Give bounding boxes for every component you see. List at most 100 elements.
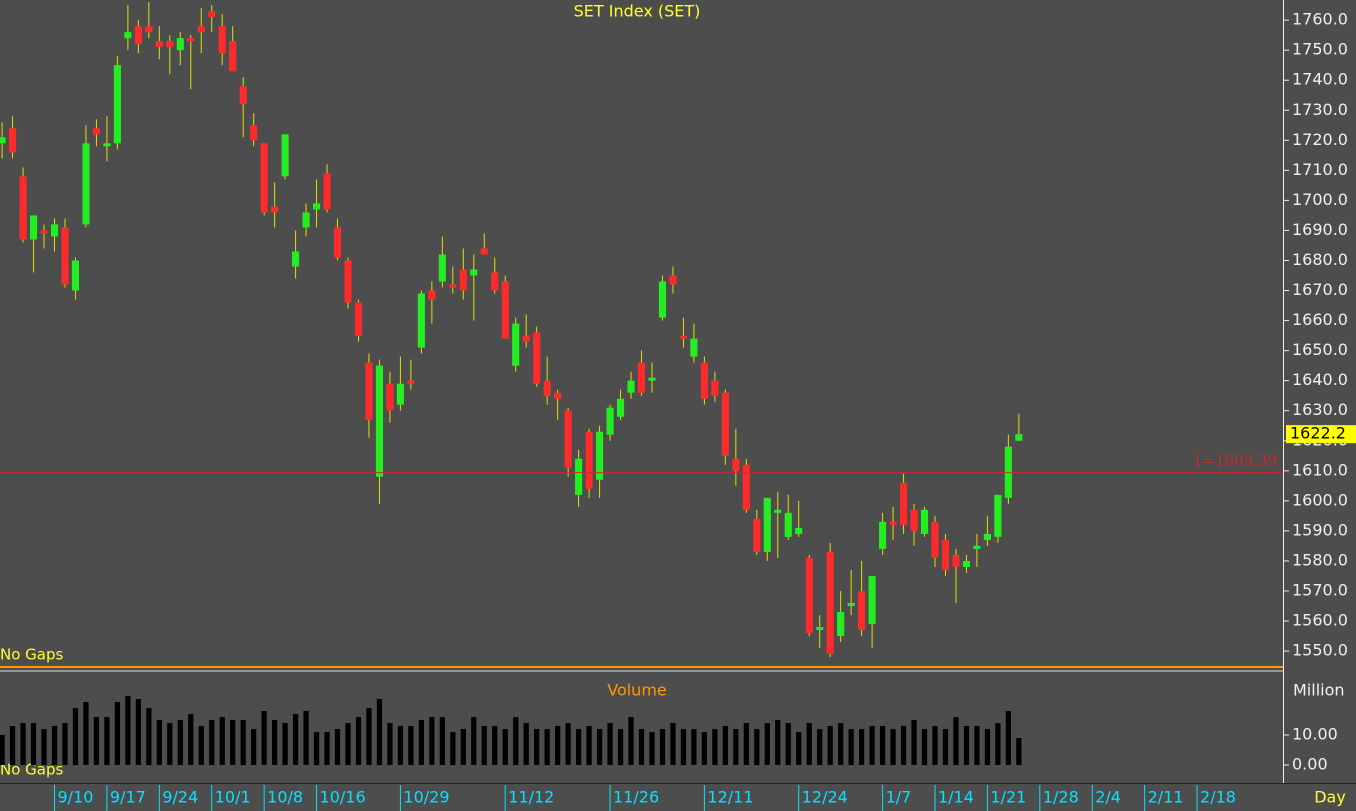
last-price-box [1286,425,1356,444]
y-axis-label: Million [1293,681,1345,700]
candle-body [29,215,38,240]
y-tick-label: 1740.0 [1292,70,1348,89]
volume-bar [921,729,928,766]
volume-bar [261,711,267,766]
candle-body [899,482,908,525]
candle-body [480,248,488,255]
x-tick-label: 9/17 [110,788,146,807]
volume-bar [900,726,907,766]
volume-bar [251,729,257,766]
candle-body [700,362,708,399]
x-tick-label: 1/7 [886,788,912,807]
candle-body [606,407,614,435]
candle-body [365,362,373,420]
y-tick-label: 1580.0 [1292,550,1348,569]
volume-bar [963,726,970,766]
volume-bar [649,732,655,766]
volume-bar [292,714,299,766]
candle-body [889,521,897,525]
volume-bar [869,726,875,766]
volume-bar [859,729,865,766]
volume-bar [879,726,886,766]
y-tick-label: 1730.0 [1292,100,1348,119]
y-tick-label: 1640.0 [1292,370,1348,389]
volume-bar [83,702,89,766]
candle-body [145,26,153,33]
candle-body [679,335,687,339]
candle-body [302,212,310,228]
candle-body [292,251,300,267]
candle-body [271,206,279,213]
volume-bar [334,729,341,766]
volume-bar [324,732,330,766]
candle-body [795,527,803,534]
y-tick-label: 1610.0 [1292,460,1348,479]
volume-bar [345,723,351,766]
x-axis-unit: Day [1314,788,1346,807]
candle-body [648,377,656,381]
volume-bar [93,717,100,766]
volume-bar [680,729,687,766]
x-tick-label: 10/16 [320,788,366,807]
volume-bar [313,732,320,766]
candle-body [753,518,761,552]
candle-body [438,254,446,282]
candle-body [983,533,991,540]
candle-body [470,269,478,276]
volume-bar [146,708,152,766]
candle-body [920,509,929,534]
candle-body [826,551,834,655]
volume-bar [177,720,183,766]
x-tick-label: 10/1 [215,788,251,807]
volume-bar [230,720,236,766]
volume-bar [418,720,424,766]
x-tick-label: 1/21 [990,788,1026,807]
candle-body [721,392,729,456]
candle-body [711,380,719,396]
y-tick-label: 1630.0 [1292,400,1348,419]
volume-bar [30,723,37,766]
volume-bar [240,720,246,766]
y-tick-label: 1550.0 [1292,641,1348,660]
y-tick-label: 1680.0 [1292,250,1348,269]
y-tick-label: 1750.0 [1292,40,1348,59]
x-tick-label: 12/24 [802,788,848,807]
candle-body [837,612,845,637]
volume-bar [775,720,781,766]
candle-body [281,134,289,177]
volume-bar [135,699,141,766]
volume-bar [555,726,561,766]
volume-bar [429,717,435,766]
y-tick-label: 1760.0 [1292,10,1348,29]
candle-body [71,260,80,291]
volume-bar [450,732,456,766]
volume-bar [544,729,550,766]
candle-body [858,590,866,631]
candle-body [344,260,352,303]
x-tick-label: 2/11 [1148,788,1184,807]
candle-body [449,284,457,288]
last-price-label: 1622.2 [1290,424,1346,443]
volume-bar [743,723,749,766]
volume-bar [387,723,393,766]
volume-bar [198,726,204,766]
note: No Gaps [0,761,64,779]
volume-bar [942,729,949,766]
candle-body [596,431,604,480]
candle-body [155,41,163,48]
volume-bar [953,717,959,766]
chart-title: SET Index (SET) [574,2,701,21]
volume-bar [439,717,445,766]
candle-body [0,137,6,144]
candle-body [805,557,813,634]
candle-body [323,173,331,210]
candle-body [774,509,782,513]
volume-bar [607,723,613,766]
x-tick-label: 11/12 [508,788,554,807]
candle-body [616,398,625,417]
candle-body [1015,434,1023,441]
candle-body [522,335,530,342]
candle-body [218,26,226,54]
y-tick-label: 1710.0 [1292,160,1348,179]
